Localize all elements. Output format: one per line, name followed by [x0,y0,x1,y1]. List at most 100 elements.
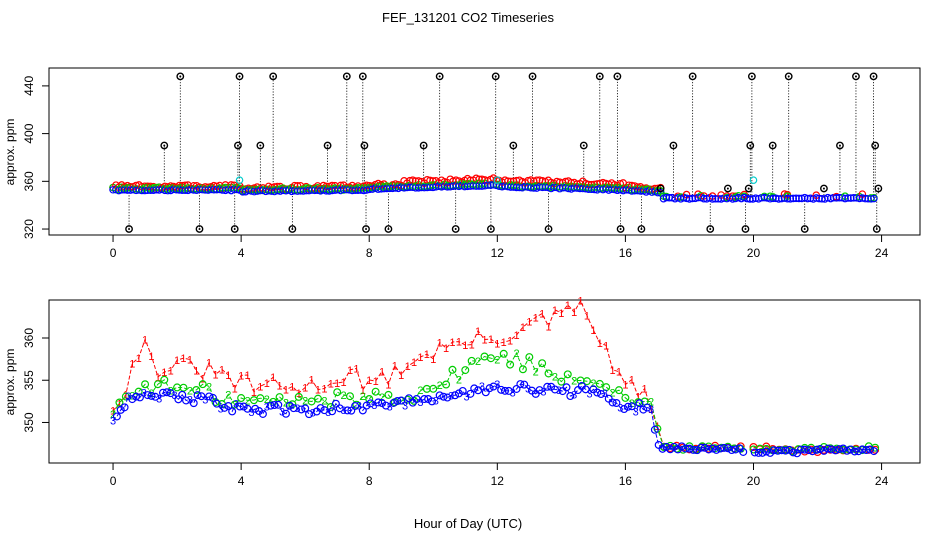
series-point-3 [427,397,436,406]
x-tick-label: 0 [110,246,117,260]
baseline-point [783,194,792,203]
spike-point-center [489,228,492,231]
x-tick-label: 16 [619,474,633,488]
series-point-3 [224,402,233,411]
series-marker-1: 1 [353,364,359,376]
series-marker-1: 1 [411,357,417,369]
spike-point [419,141,428,150]
spike-point [637,225,646,233]
cyan-point [493,176,502,184]
spike-point [613,72,622,81]
series-point-3 [758,448,767,457]
series-marker-1: 1 [206,357,212,369]
series-point-3 [700,443,709,452]
series-point-3 [731,445,740,454]
series-point-3 [158,388,167,397]
series-point-3 [842,446,851,455]
series-marker-2: 2 [437,380,443,392]
series-point-3 [858,445,867,454]
series-marker-2: 2 [379,392,385,404]
spike-point [800,225,809,233]
series-point-2 [346,392,355,401]
series-point-3 [316,404,325,413]
series-point-2 [429,384,438,393]
spike-point-center [238,75,241,78]
spike-point-center [747,187,750,190]
series-point-3 [112,412,121,421]
series-point-3 [362,401,371,410]
series-marker-1: 1 [315,385,321,397]
series-point-3 [712,445,721,454]
series-marker-1: 1 [430,354,436,366]
series-point-3 [597,390,606,399]
series-point-3 [704,445,713,454]
series-marker-2: 2 [360,391,366,403]
series-marker-2: 2 [552,371,558,383]
spike-point-center [877,187,880,190]
series-point-2 [115,398,124,407]
series-point-3 [850,447,859,456]
spike-point [487,225,495,233]
series-point-3 [543,382,552,391]
spike-point-center [672,144,675,147]
spike-point-center [875,228,878,231]
spike-point-center [128,228,131,231]
series-point-3 [781,446,790,455]
spike-point-center [640,228,643,231]
series-marker-1: 1 [462,340,468,352]
series-point-2 [614,386,623,395]
series-point-3 [808,447,817,456]
baseline-point [397,183,406,192]
series-point-2 [486,354,495,363]
series-point-3 [708,444,717,453]
series-marker-1: 1 [545,321,551,333]
series-point-3 [869,447,878,456]
baseline-point [711,194,720,203]
series-point-3 [796,445,805,454]
spike-point [323,141,332,150]
series-point-3 [343,406,352,415]
x-axis-label: Hour of Day (UTC) [414,516,522,531]
series-point-3 [643,403,652,412]
series-point-3 [835,445,844,454]
series-marker-1: 1 [148,351,154,363]
series-marker-2: 2 [513,348,519,360]
series-marker-3: 3 [356,401,362,413]
spike-point [836,141,844,150]
spike-point-center [363,144,366,147]
series-point-3 [458,386,467,395]
bottom-plot-frame [48,299,921,464]
series-marker-1: 1 [225,370,231,382]
series-marker-1: 1 [513,330,519,342]
spike-point [509,141,518,150]
series-point-2 [563,370,572,379]
series-point-3 [281,409,290,418]
series-marker-1: 1 [116,399,122,411]
series-marker-1: 1 [110,406,116,418]
series-marker-1: 1 [424,349,430,361]
series-point-3 [393,397,402,406]
spike-point [784,72,793,81]
series-marker-1: 1 [328,379,334,391]
spike-point [342,72,351,81]
series-marker-2: 2 [264,394,270,406]
series-marker-3: 3 [371,400,377,412]
series-point-3 [347,406,356,415]
series-point-3 [381,401,390,410]
series-marker-3: 3 [156,394,162,406]
series-marker-1: 1 [520,322,526,334]
series-point-3 [301,404,310,413]
series-marker-3: 3 [586,389,592,401]
series-marker-3: 3 [264,401,270,413]
series-point-3 [132,392,141,401]
spike-point [384,225,393,233]
spike-point-center [872,75,875,78]
spike-point-center [438,75,441,78]
spike-point [741,225,750,233]
spike-point-center [744,228,747,231]
spike-point [820,184,828,193]
series-point-3 [831,446,840,455]
